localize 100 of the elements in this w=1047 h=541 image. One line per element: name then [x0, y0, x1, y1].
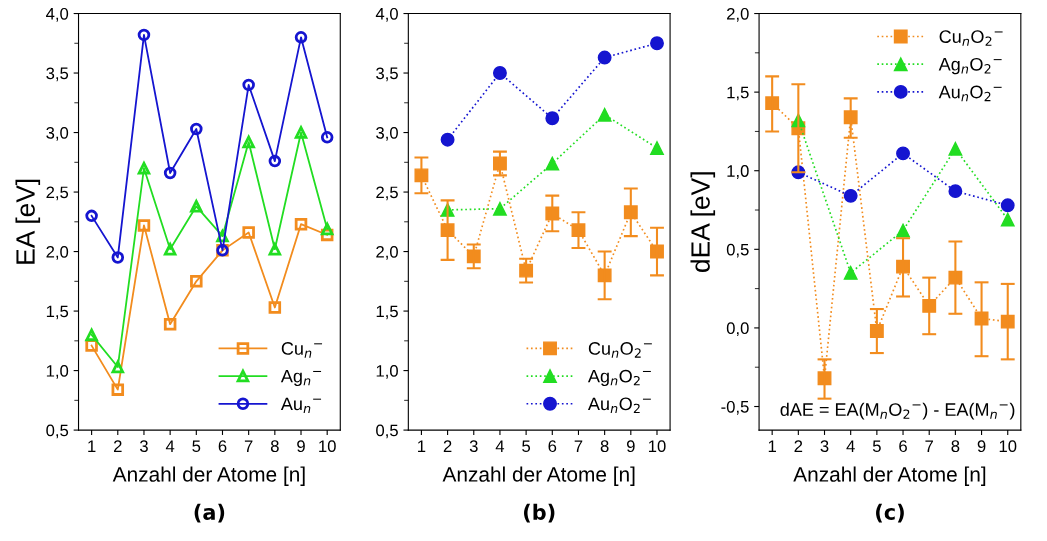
y-tick-label: 3,5: [376, 67, 398, 82]
point: [268, 242, 282, 256]
x-tick-label: 4: [846, 440, 855, 452]
point: [843, 188, 858, 203]
point: [948, 184, 963, 199]
point: [163, 242, 177, 256]
y-tick-label: 2,0: [376, 245, 398, 260]
legend-label: Ag$_{n}$O$_{2}$$^{−}$: [938, 57, 1002, 75]
point: [163, 166, 177, 180]
legend-label: Cu$_{n}$$^{−}$: [281, 342, 323, 358]
y-tick-label: 4,0: [375, 7, 398, 22]
point: [1000, 198, 1015, 213]
x-tick-label: 1: [88, 440, 96, 452]
point: [597, 50, 612, 65]
y-tick-label: 1,5: [46, 305, 69, 320]
point: [294, 31, 308, 44]
point: [896, 223, 910, 238]
point: [597, 107, 612, 122]
x-tick-label: 9: [626, 440, 635, 453]
y-axis-title: EA [eV]: [15, 179, 41, 264]
x-tick-label: 10: [319, 440, 336, 453]
text: (a): [194, 503, 225, 523]
point: [242, 78, 255, 92]
y-tick-label: 3,0: [46, 126, 69, 141]
x-tick-label: 7: [925, 440, 934, 452]
point: [1000, 212, 1015, 227]
y-tick-label: 2,5: [46, 186, 69, 201]
point: [137, 28, 151, 42]
point: [268, 301, 282, 314]
x-tick-label: 6: [218, 440, 227, 453]
point: [492, 66, 507, 80]
x-tick-label: 5: [192, 440, 201, 453]
y-tick-label: -0,5: [721, 400, 749, 415]
point: [111, 360, 125, 374]
x-tick-label: 2: [113, 440, 122, 452]
x-tick-label: 6: [899, 440, 907, 453]
y-tick-label: 2,0: [46, 245, 69, 260]
x-tick-label: 2: [794, 440, 803, 452]
x-axis-title: Anzahl der Atome [n]: [442, 466, 635, 486]
x-tick-label: 6: [548, 440, 557, 453]
legend-label: Ag$_{n}$$^{−}$: [280, 369, 322, 387]
y-tick-label: 4,0: [46, 7, 69, 22]
x-tick-label: 2: [443, 440, 452, 452]
legend-label: Au$_{n}$$^{−}$: [280, 397, 322, 414]
point: [320, 222, 334, 236]
x-tick-label: 3: [469, 440, 478, 453]
x-tick-label: 1: [418, 440, 426, 452]
y-tick-label: 1,0: [46, 364, 69, 379]
legend-label: Au$_{n}$O$_{2}$$^{−}$: [938, 85, 1002, 102]
legend-label: Cu$_{n}$O$_{2}$$^{−}$: [588, 342, 652, 358]
y-tick-label: 1,0: [376, 364, 398, 379]
legend-label: Au$_{n}$O$_{2}$$^{−}$: [587, 397, 651, 414]
x-tick-label: 8: [600, 440, 609, 453]
point: [545, 156, 560, 171]
y-tick-label: 1,0: [727, 165, 749, 179]
x-tick-label: 5: [522, 440, 531, 453]
y-tick-label: 1,5: [727, 86, 749, 101]
text: (b): [524, 503, 555, 523]
point: [85, 328, 98, 342]
x-tick-label: 4: [495, 440, 505, 452]
x-tick-label: 7: [244, 440, 253, 452]
y-tick-label: 3,5: [46, 67, 69, 82]
legend-label: Ag$_{n}$O$_{2}$$^{−}$: [587, 369, 651, 387]
y-axis-title: dEA [eV]: [690, 172, 716, 273]
point: [242, 135, 255, 149]
point: [190, 122, 203, 136]
point: [650, 141, 664, 155]
point: [294, 126, 308, 139]
x-tick-label: 7: [574, 440, 583, 452]
point: [190, 275, 203, 288]
y-tick-label: 1,5: [376, 305, 398, 320]
x-tick-label: 9: [977, 440, 986, 453]
x-tick-label: 10: [649, 440, 666, 453]
legend-label: Cu$_{n}$O$_{2}$$^{−}$: [939, 30, 1003, 46]
point: [294, 217, 308, 231]
x-tick-label: 4: [165, 440, 175, 452]
x-tick-label: 8: [951, 440, 960, 453]
point: [163, 317, 177, 331]
point: [650, 36, 664, 51]
x-axis-title: Anzahl der Atome [n]: [112, 466, 305, 486]
point: [440, 132, 455, 147]
x-tick-label: 8: [270, 440, 279, 453]
y-tick-label: 2,0: [727, 7, 749, 22]
x-tick-label: 9: [297, 440, 305, 453]
point: [111, 383, 125, 396]
point: [492, 201, 507, 216]
y-tick-label: 0,0: [726, 322, 749, 337]
point: [137, 162, 151, 175]
point: [242, 226, 255, 239]
x-tick-label: 1: [768, 440, 776, 452]
x-tick-label: 10: [999, 440, 1017, 453]
y-tick-label: 0,5: [46, 424, 69, 439]
point: [111, 251, 125, 264]
point: [320, 131, 334, 144]
point: [85, 209, 98, 223]
x-tick-label: 3: [139, 440, 148, 453]
point: [948, 141, 963, 156]
point: [896, 146, 910, 161]
y-tick-label: 0,5: [726, 243, 749, 258]
point: [268, 154, 282, 168]
